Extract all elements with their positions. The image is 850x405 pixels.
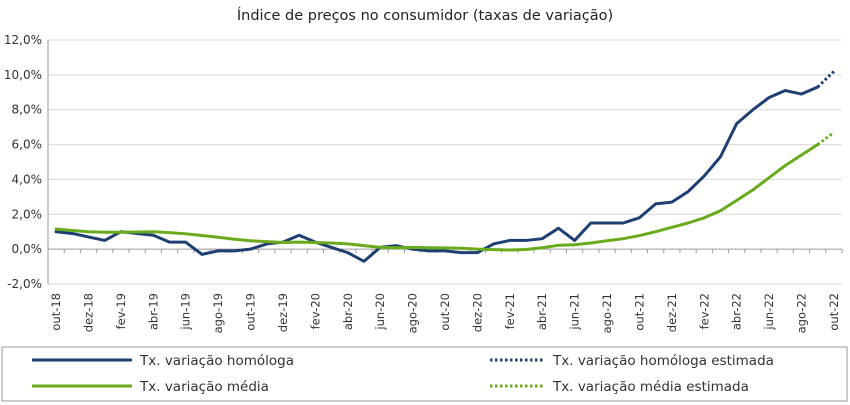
- x-tick-label: ago-22: [794, 293, 808, 333]
- y-tick-label: 12,0%: [4, 33, 42, 47]
- y-tick-label: 0,0%: [12, 242, 43, 256]
- legend: Tx. variação homóloga Tx. variação homól…: [1, 346, 848, 402]
- y-tick-label: 4,0%: [12, 172, 43, 186]
- legend-label-homologa-estimada: Tx. variação homóloga estimada: [552, 353, 774, 369]
- x-tick-label: fev-21: [503, 293, 517, 329]
- x-tick-label: out-18: [49, 293, 63, 331]
- gridlines: [48, 39, 842, 285]
- y-tick-label: 10,0%: [4, 68, 42, 82]
- x-tick-label: abr-22: [730, 293, 744, 330]
- legend-label-homologa: Tx. variação homóloga: [139, 353, 294, 369]
- x-tick-label: fev-19: [114, 293, 128, 329]
- x-tick-label: jun-20: [373, 293, 387, 331]
- series-media-line: [54, 143, 820, 252]
- series-homologa-line: [54, 85, 820, 263]
- series-media-estimada-line: [816, 131, 835, 146]
- y-tick-label: -2,0%: [7, 277, 42, 291]
- legend-box: [1, 346, 848, 402]
- x-tick-label: dez-19: [276, 293, 290, 332]
- x-tick-label: fev-20: [308, 293, 322, 329]
- x-tick-label: abr-19: [146, 293, 160, 330]
- x-tick-label: ago-20: [406, 293, 420, 333]
- x-tick-label: jun-19: [179, 293, 193, 331]
- y-tick-label: 6,0%: [12, 138, 43, 152]
- x-tick-label: dez-21: [665, 293, 679, 332]
- x-tick-label: out-19: [244, 293, 258, 331]
- x-tick-label: out-20: [438, 293, 452, 331]
- chart-title: Índice de preços no consumidor (taxas de…: [237, 7, 613, 24]
- series-homologa-estimada-line: [816, 70, 835, 89]
- x-tick-label: dez-20: [470, 293, 484, 332]
- x-tick-label: dez-18: [82, 293, 96, 332]
- x-tick-label: abr-20: [341, 293, 355, 330]
- legend-label-media: Tx. variação média: [139, 379, 269, 395]
- x-tick-label: fev-22: [697, 293, 711, 329]
- legend-label-media-estimada: Tx. variação média estimada: [552, 379, 749, 395]
- series-lines: [54, 70, 835, 263]
- x-tick-label: ago-19: [211, 293, 225, 333]
- x-tick-label: out-22: [827, 293, 841, 331]
- x-tick-label: ago-21: [600, 293, 614, 333]
- x-tick-label: jun-22: [762, 293, 776, 331]
- x-tick-label: jun-21: [568, 293, 582, 331]
- x-tick-label: abr-21: [535, 293, 549, 330]
- y-axis: -2,0% 0,0% 2,0% 4,0% 6,0% 8,0% 10,0% 12,0%: [4, 33, 49, 291]
- y-tick-label: 8,0%: [12, 103, 43, 117]
- y-tick-label: 2,0%: [12, 207, 43, 221]
- x-tick-label: out-21: [632, 293, 646, 331]
